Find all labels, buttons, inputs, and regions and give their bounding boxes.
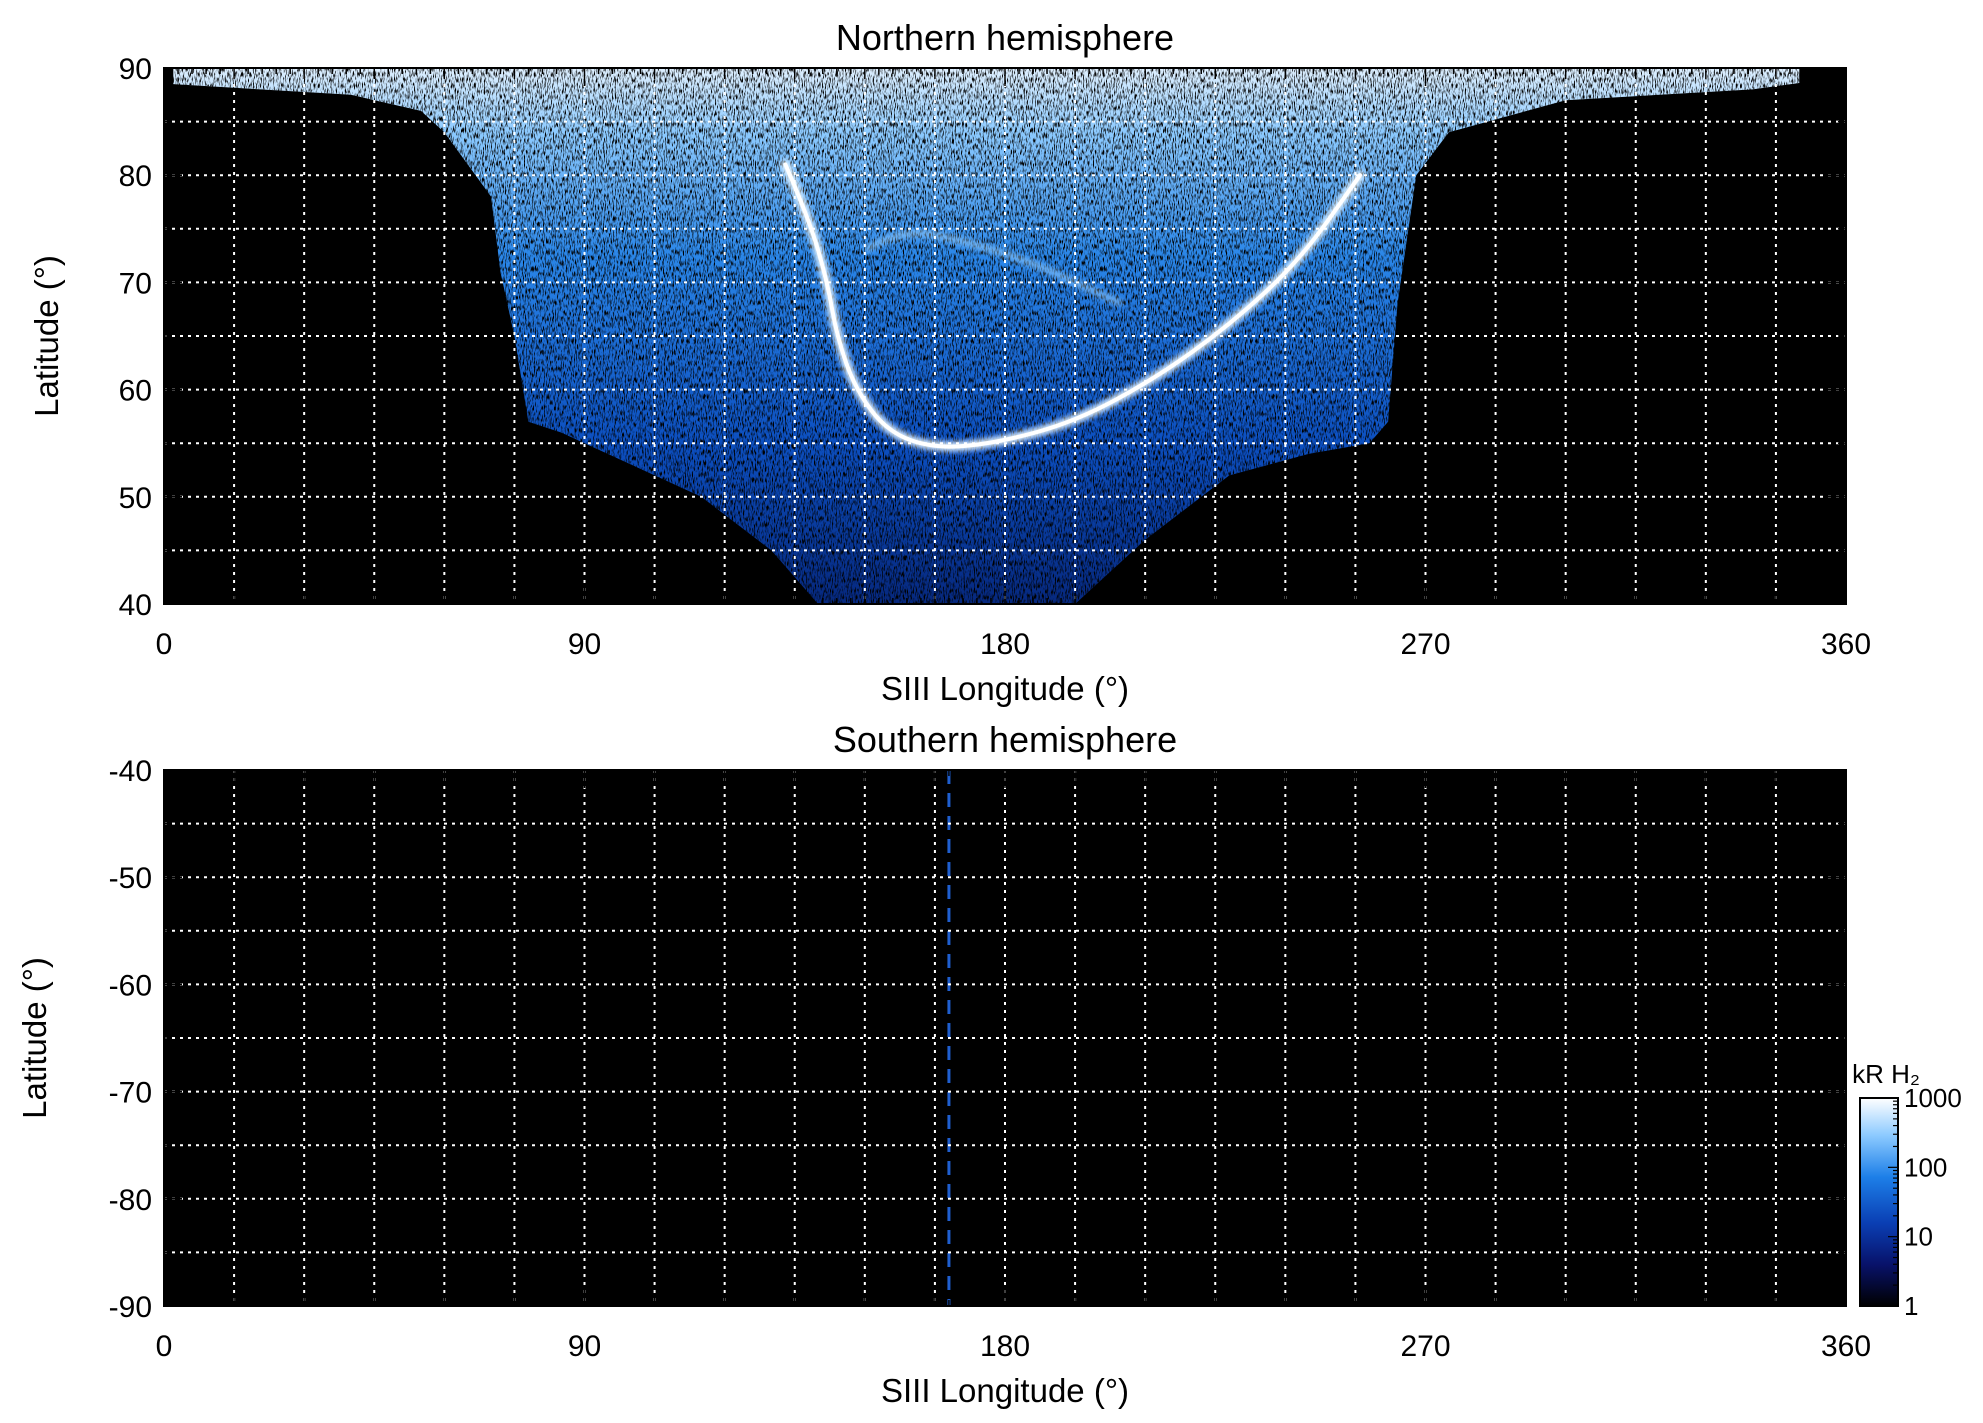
north-inner-emission	[863, 230, 1124, 307]
north-x-tick-label: 90	[568, 628, 601, 661]
north-y-tick-label: 50	[119, 482, 152, 515]
south-y-tick-label: -80	[109, 1184, 152, 1217]
north-x-tick-label: 180	[980, 628, 1030, 661]
north-x-tick-label: 0	[156, 628, 173, 661]
north-x-axis-label: SIII Longitude (°)	[881, 670, 1129, 707]
north-y-tick-labels: 40 50 60 70 80 90	[119, 53, 152, 622]
north-main-oval-core	[783, 162, 1363, 449]
north-x-tick-label: 270	[1400, 628, 1450, 661]
north-emission-texture	[173, 68, 1800, 604]
south-ticks	[163, 769, 1847, 1307]
north-y-tick-label: 40	[119, 589, 152, 622]
north-y-tick-label: 60	[119, 375, 152, 408]
south-y-tick-label: -70	[109, 1077, 152, 1110]
north-panel: Northern hemisphere 0 90 180 270 360 40 50 60 7…	[28, 17, 1871, 707]
colorbar-tick-label: 10	[1904, 1222, 1933, 1252]
south-x-tick-label: 270	[1400, 1330, 1450, 1363]
south-x-tick-labels: 0 90 180 270 360	[156, 1330, 1871, 1363]
south-y-tick-labels: -40 -50 -60 -70 -80 -90	[109, 755, 152, 1324]
south-panel: Southern hemisphere 0 90 180 270 360 -40-50-…	[16, 719, 1871, 1409]
south-y-tick-label: -40	[109, 755, 152, 788]
south-title: Southern hemisphere	[833, 719, 1177, 760]
north-y-tick-label: 90	[119, 53, 152, 86]
north-ticks	[163, 67, 1847, 605]
south-y-tick-label: -60	[109, 969, 152, 1002]
north-y-tick-label: 80	[119, 160, 152, 193]
south-y-axis-label: Latitude (°)	[16, 957, 53, 1119]
colorbar-tick-label: 1000	[1904, 1083, 1962, 1113]
colorbar-ticks	[1888, 1097, 1898, 1307]
south-y-tick-label: -50	[109, 862, 152, 895]
north-y-tick-label: 70	[119, 267, 152, 300]
north-x-tick-label: 360	[1821, 628, 1871, 661]
north-title: Northern hemisphere	[836, 17, 1174, 58]
north-grid	[164, 68, 1846, 604]
colorbar-tick-label: 1	[1904, 1291, 1918, 1321]
south-x-axis-label: SIII Longitude (°)	[881, 1372, 1129, 1409]
north-x-tick-labels: 0 90 180 270 360	[156, 628, 1871, 661]
south-x-tick-label: 360	[1821, 1330, 1871, 1363]
north-y-axis-label: Latitude (°)	[28, 255, 65, 417]
south-x-tick-label: 180	[980, 1330, 1030, 1363]
colorbar-scale	[1859, 1097, 1899, 1307]
south-x-tick-label: 90	[568, 1330, 601, 1363]
south-x-tick-label: 0	[156, 1330, 173, 1363]
colorbar: kR H₂ 1 10 100 1000	[1852, 1059, 1962, 1321]
colorbar-tick-labels: 1 10 100 1000	[1904, 1083, 1962, 1321]
south-y-tick-label: -90	[109, 1291, 152, 1324]
colorbar-tick-label: 100	[1904, 1152, 1947, 1182]
colorbar-title: kR H₂	[1852, 1059, 1920, 1089]
south-grid	[164, 770, 1846, 1306]
